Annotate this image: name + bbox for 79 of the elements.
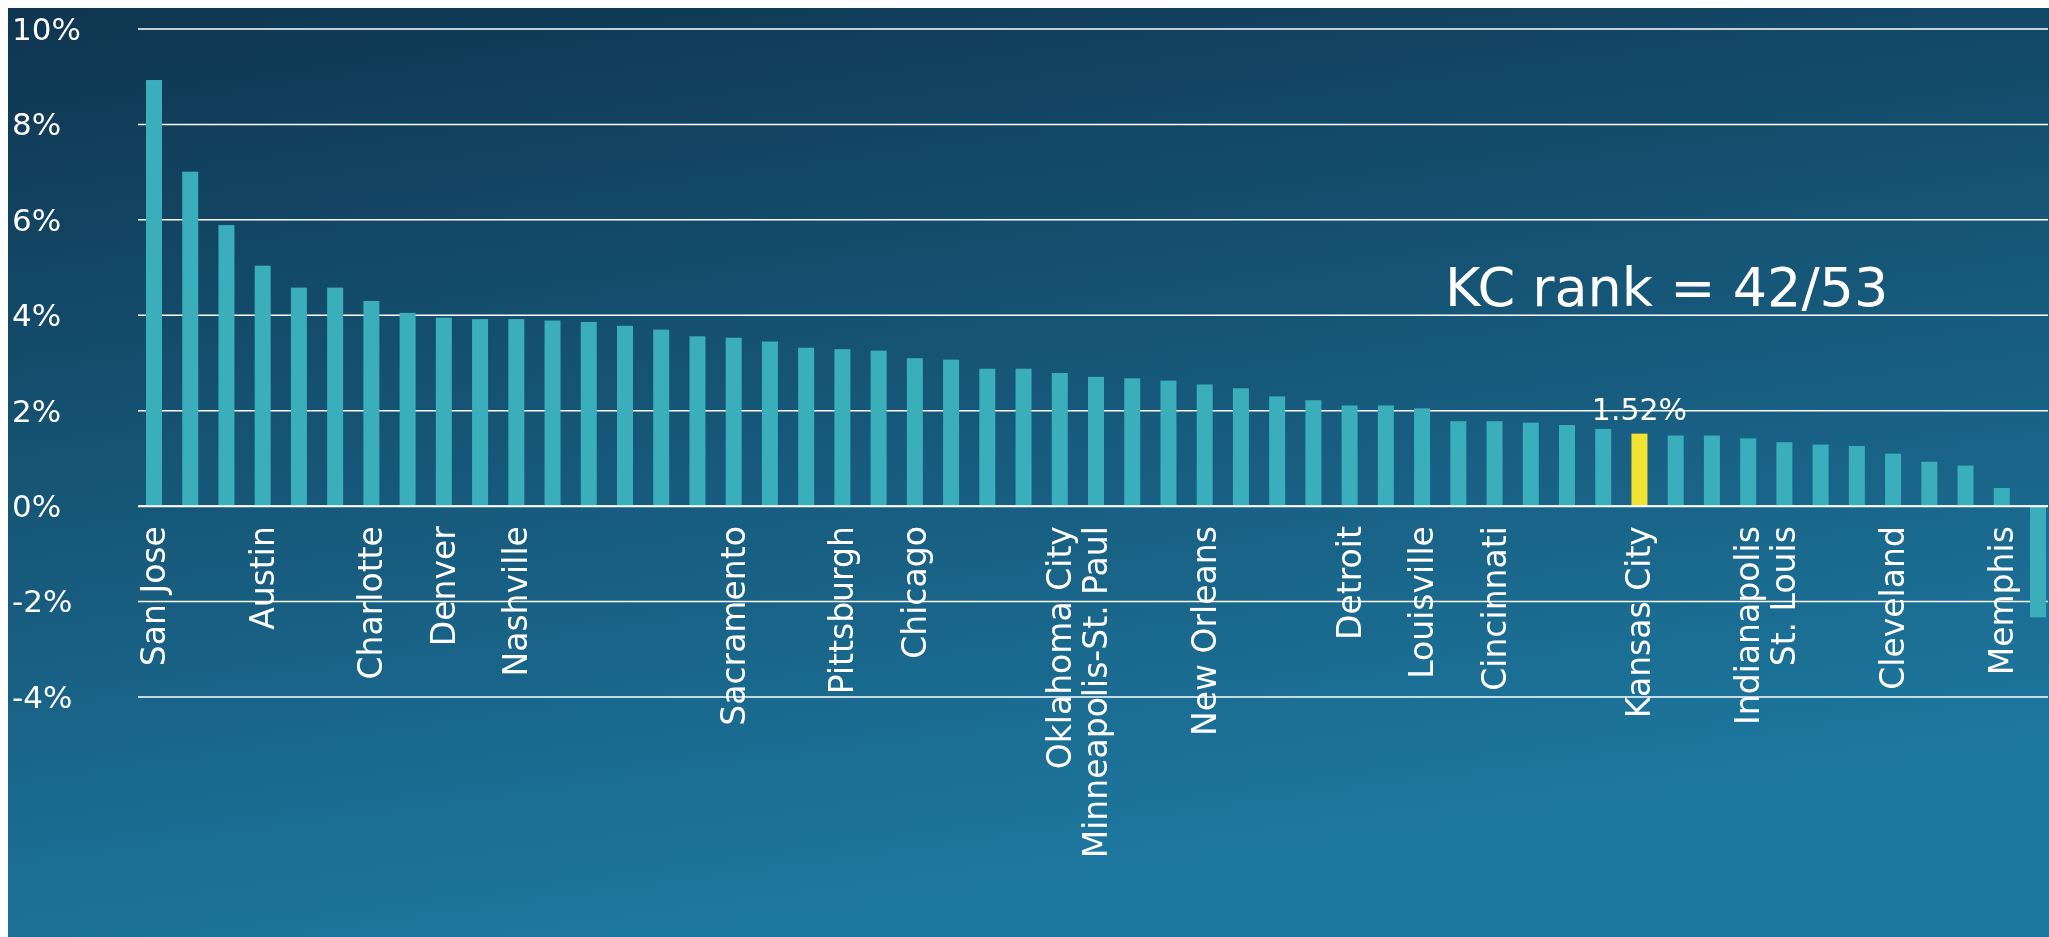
x-tick-label: Cincinnati [1474,526,1514,691]
x-tick-label: Indianapolis [1728,526,1768,725]
annotation: KC rank = 42/53 [1445,256,1889,319]
bar [363,300,380,507]
bar [327,287,344,507]
bar [435,317,452,507]
bar [1088,376,1104,507]
bar [1703,435,1720,507]
bar [1921,461,1938,507]
bar [1595,428,1612,507]
y-tick-label: 2% [12,392,62,429]
x-tick-label: Denver [423,525,463,647]
bar [1522,422,1539,507]
x-tick-label: Nashville [496,526,536,677]
bar [725,337,742,507]
y-tick-label: 8% [12,106,62,143]
bar [870,350,887,507]
x-tick-label: Charlotte [351,526,391,680]
x-tick-label: Kansas City [1619,526,1659,719]
bar [290,287,307,507]
bar [508,319,525,507]
x-tick-label: Cleveland [1873,526,1913,690]
x-tick-label: San Jose [134,526,173,667]
bar [617,325,633,507]
bar [1232,388,1249,507]
bar [1450,421,1467,507]
bar [1812,444,1829,507]
bar [1414,408,1431,507]
bar [580,321,597,507]
bar [472,319,489,507]
bar [1631,433,1648,507]
y-tick-label: 0% [12,487,62,524]
bar [1486,421,1503,507]
x-tick-label: Oklahoma City [1039,526,1079,770]
bar [1124,378,1141,507]
y-tick-label: -2% [12,583,73,620]
bar [254,265,271,507]
bar [798,347,815,507]
x-tick-label: Memphis [1981,526,2021,676]
bar [2030,506,2046,618]
bar [1559,425,1575,507]
bar [1740,438,1757,507]
bar [1160,380,1177,507]
bar [1885,453,1902,507]
bar [1196,384,1213,507]
bar [906,358,923,507]
y-tick-label: -4% [12,678,73,715]
x-tick-label: New Orleans [1184,526,1224,736]
bar [544,320,561,507]
bar [1269,396,1286,507]
bar [834,349,851,507]
bar [218,225,235,507]
y-tick-label: 6% [12,201,62,238]
x-tick-label: Louisville [1402,526,1442,679]
bar [399,312,416,507]
bar [1305,400,1322,507]
bar [689,336,706,507]
bar [761,341,778,507]
x-tick-label: Austin [242,526,282,630]
bar [1667,435,1684,507]
bar [943,359,960,507]
x-tick-label: Chicago [894,526,934,659]
x-tick-label: Detroit [1329,526,1369,640]
bar [182,171,199,507]
bar [1848,446,1865,507]
bar [1015,368,1032,507]
bar [979,368,996,507]
bar [1957,465,1974,507]
y-tick-label: 4% [12,297,62,334]
x-tick-label: Pittsburgh [822,526,862,695]
x-tick-label: Sacramento [713,526,753,726]
y-tick-label: 10% [12,10,81,47]
bar [146,80,162,507]
bar [1993,488,2010,507]
bar [653,329,670,507]
bar [1341,405,1358,507]
bar [1377,405,1394,507]
bar [1051,373,1068,507]
bar [1776,442,1793,507]
